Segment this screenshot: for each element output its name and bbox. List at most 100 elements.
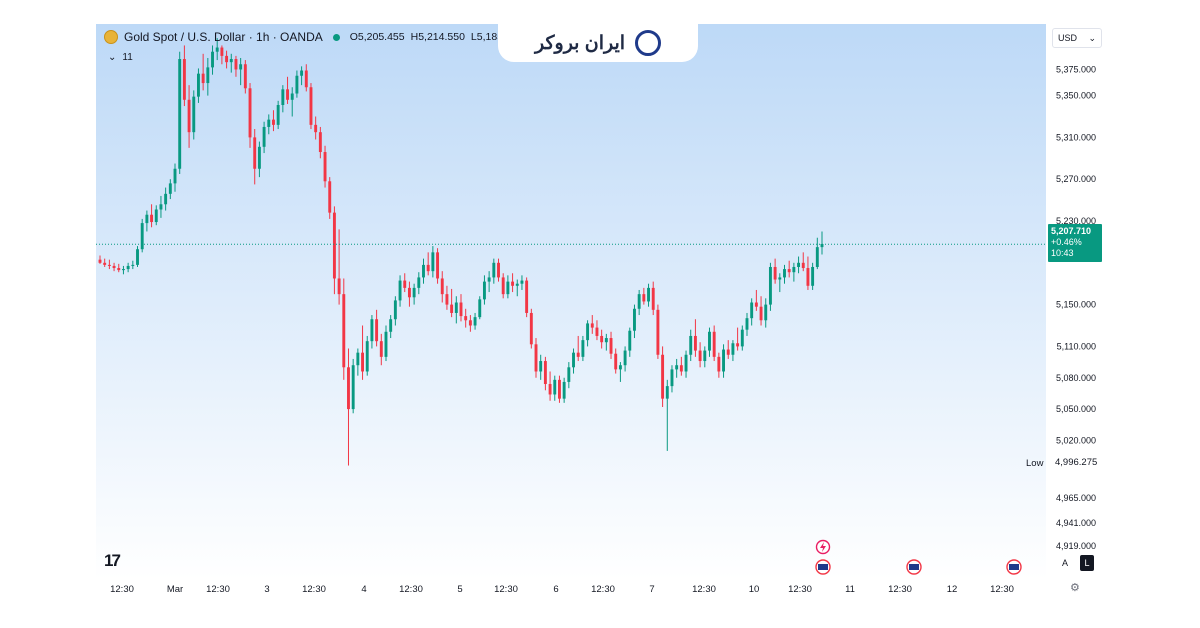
candle-down[interactable] (436, 252, 440, 279)
candle-down[interactable] (450, 304, 454, 313)
candle-up[interactable] (670, 369, 674, 387)
candle-down[interactable] (337, 278, 341, 295)
candle-down[interactable] (698, 350, 702, 362)
candle-down[interactable] (661, 354, 665, 399)
candle-up[interactable] (581, 340, 585, 357)
candle-down[interactable] (712, 331, 716, 357)
candle-down[interactable] (426, 264, 430, 272)
candle-down[interactable] (651, 287, 655, 310)
candle-up[interactable] (365, 341, 369, 372)
candle-down[interactable] (286, 89, 289, 100)
candle-down[interactable] (361, 352, 364, 372)
candle-down[interactable] (328, 181, 332, 213)
indicators-collapse[interactable]: ⌄ 11 (108, 52, 133, 63)
candle-down[interactable] (501, 277, 505, 295)
candle-down[interactable] (103, 262, 107, 265)
candle-up[interactable] (393, 300, 397, 320)
candle-down[interactable] (801, 262, 805, 269)
candle-down[interactable] (590, 323, 594, 328)
candle-down[interactable] (117, 268, 121, 271)
candle-up[interactable] (708, 331, 711, 351)
chart-frame[interactable]: 5,375.000 5,350.000 5,310.000 5,270.000 5,23… (96, 24, 1104, 602)
candle-up[interactable] (633, 308, 636, 331)
candle-up[interactable] (604, 338, 608, 343)
candle-down[interactable] (272, 119, 275, 125)
candle-up[interactable] (792, 266, 796, 273)
auto-scale-button[interactable]: A (1061, 558, 1068, 568)
candle-up[interactable] (140, 223, 144, 250)
candle-up[interactable] (206, 67, 210, 84)
candle-down[interactable] (220, 47, 224, 56)
log-scale-button[interactable]: L (1080, 555, 1094, 571)
candle-down[interactable] (656, 309, 660, 355)
candle-down[interactable] (468, 320, 472, 326)
candle-up[interactable] (281, 89, 285, 106)
candle-down[interactable] (787, 269, 791, 273)
candle-up[interactable] (351, 365, 355, 410)
candle-up[interactable] (623, 350, 627, 366)
candle-down[interactable] (440, 278, 444, 295)
candle-up[interactable] (797, 262, 801, 267)
candle-down[interactable] (98, 259, 102, 263)
candle-up[interactable] (398, 280, 402, 301)
candle-down[interactable] (609, 338, 613, 354)
candle-down[interactable] (225, 55, 229, 63)
candle-up[interactable] (136, 249, 139, 265)
candle-up[interactable] (215, 47, 219, 52)
candle-up[interactable] (740, 329, 744, 347)
candle-up[interactable] (487, 277, 491, 282)
currency-select[interactable]: USD ⌄ (1052, 28, 1102, 48)
candle-down[interactable] (318, 132, 322, 153)
candle-up[interactable] (356, 352, 360, 366)
candle-down[interactable] (726, 349, 730, 355)
candle-down[interactable] (182, 59, 186, 100)
candle-down[interactable] (773, 266, 777, 280)
candle-down[interactable] (459, 302, 463, 317)
candle-up[interactable] (295, 75, 299, 94)
candle-up[interactable] (820, 243, 824, 248)
candle-up[interactable] (647, 287, 650, 302)
candle-up[interactable] (267, 119, 271, 127)
candle-down[interactable] (679, 365, 683, 372)
candle-down[interactable] (534, 344, 538, 372)
chart-canvas[interactable]: 5,375.000 5,350.000 5,310.000 5,270.000 5,23… (96, 24, 1104, 602)
candle-up[interactable] (815, 247, 819, 267)
candle-down[interactable] (309, 87, 313, 125)
candle-up[interactable] (257, 146, 261, 169)
candle-down[interactable] (304, 70, 308, 88)
candle-up[interactable] (370, 319, 374, 342)
candle-down[interactable] (407, 287, 411, 298)
candle-up[interactable] (562, 381, 566, 399)
candle-up[interactable] (454, 302, 458, 313)
candle-down[interactable] (187, 99, 191, 133)
candle-down[interactable] (614, 353, 618, 370)
candle-down[interactable] (595, 327, 599, 336)
candle-down[interactable] (150, 214, 154, 223)
candle-down[interactable] (347, 367, 350, 410)
candle-up[interactable] (121, 269, 125, 271)
candle-up[interactable] (192, 96, 196, 133)
candle-down[interactable] (511, 281, 515, 286)
candle-up[interactable] (539, 361, 543, 372)
candle-up[interactable] (506, 281, 510, 295)
candle-up[interactable] (764, 304, 768, 321)
candle-up[interactable] (750, 302, 754, 319)
candle-up[interactable] (637, 294, 641, 309)
candle-up[interactable] (145, 214, 149, 224)
candle-up[interactable] (168, 183, 172, 194)
candle-down[interactable] (403, 280, 407, 288)
candle-up[interactable] (745, 318, 749, 330)
candle-up[interactable] (703, 350, 707, 362)
candle-down[interactable] (736, 343, 740, 347)
candle-down[interactable] (576, 352, 580, 357)
tradingview-logo[interactable]: 17 (104, 551, 121, 570)
candle-up[interactable] (768, 266, 772, 305)
candle-down[interactable] (497, 262, 500, 278)
candle-up[interactable] (229, 59, 233, 63)
candle-up[interactable] (389, 319, 393, 332)
candle-up[interactable] (628, 330, 632, 351)
candle-up[interactable] (567, 367, 571, 382)
candle-up[interactable] (422, 264, 425, 278)
candle-down[interactable] (642, 294, 646, 302)
candle-up[interactable] (211, 51, 214, 68)
